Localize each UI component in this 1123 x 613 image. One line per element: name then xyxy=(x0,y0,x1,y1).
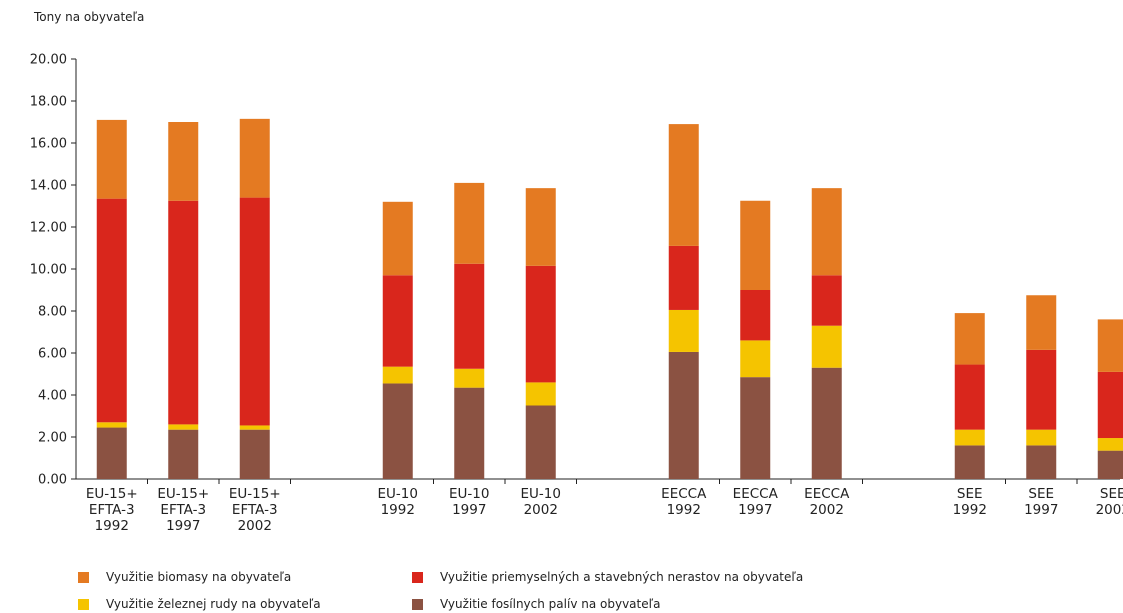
x-category-label-2-line-3: 1997 xyxy=(166,518,200,534)
x-category-label-1-line-2: EFTA-3 xyxy=(89,502,135,518)
y-tick-label-1: 2.00 xyxy=(38,431,67,446)
y-tick-label-5: 10.00 xyxy=(30,263,67,278)
x-category-label-12-line-2: 2002 xyxy=(1096,502,1123,518)
x-category-label-8-line-1: EECCA xyxy=(733,486,779,502)
x-category-label-2-line-1: EU-15+ xyxy=(157,486,209,502)
x-category-label-9-line-2: 2002 xyxy=(810,502,844,518)
bar-1-series-2 xyxy=(96,422,127,428)
x-category-label-11-line-1: SEE xyxy=(1028,486,1054,502)
bar-5-series-3 xyxy=(454,263,485,369)
x-category-label-5-line-1: EU-10 xyxy=(449,486,489,502)
y-tick-label-4: 8.00 xyxy=(38,305,67,320)
y-tick-label-8: 16.00 xyxy=(30,137,67,152)
bar-11-series-4 xyxy=(1026,295,1057,350)
bar-3-series-4 xyxy=(239,118,270,198)
bar-8-series-4 xyxy=(740,200,771,290)
bar-9-series-4 xyxy=(811,188,842,276)
bar-8-series-1 xyxy=(740,377,771,479)
x-category-label-12-line-1: SEE xyxy=(1100,486,1123,502)
bar-1-series-1 xyxy=(96,427,127,479)
x-category-label-3-line-1: EU-15+ xyxy=(229,486,281,502)
y-tick-label-0: 0.00 xyxy=(38,473,67,488)
x-category-label-5-line-2: 1997 xyxy=(452,502,486,518)
bar-10-series-2 xyxy=(954,429,985,446)
bar-9-series-2 xyxy=(811,325,842,368)
y-axis-label: Tony na obyvateľa xyxy=(34,10,145,24)
x-category-label-1-line-1: EU-15+ xyxy=(86,486,138,502)
bar-10-series-1 xyxy=(954,445,985,479)
bar-4-series-3 xyxy=(382,275,413,367)
bar-3-series-1 xyxy=(239,429,270,479)
bar-7-series-3 xyxy=(668,245,699,310)
bar-12-series-1 xyxy=(1097,450,1123,479)
x-category-label-2-line-2: EFTA-3 xyxy=(160,502,206,518)
bar-5-series-2 xyxy=(454,368,485,388)
bar-5-series-4 xyxy=(454,182,485,264)
y-tick-label-7: 14.00 xyxy=(30,179,67,194)
bar-4-series-4 xyxy=(382,201,413,276)
bar-10-series-4 xyxy=(954,313,985,365)
bar-4-series-2 xyxy=(382,366,413,384)
x-category-label-3-line-3: 2002 xyxy=(238,518,272,534)
bar-12-series-4 xyxy=(1097,319,1123,372)
bar-5-series-1 xyxy=(454,387,485,479)
bar-7-series-2 xyxy=(668,309,699,352)
bar-9-series-3 xyxy=(811,275,842,326)
bar-11-series-2 xyxy=(1026,429,1057,446)
bar-6-series-2 xyxy=(525,382,556,406)
bar-4-series-1 xyxy=(382,383,413,479)
x-category-label-1-line-3: 1992 xyxy=(95,518,129,534)
y-tick-label-10: 20.00 xyxy=(30,53,67,68)
bar-2-series-4 xyxy=(168,122,199,201)
bar-8-series-2 xyxy=(740,340,771,378)
bar-10-series-3 xyxy=(954,364,985,430)
x-category-label-10-line-1: SEE xyxy=(957,486,983,502)
x-category-label-6-line-2: 2002 xyxy=(524,502,558,518)
x-category-label-4-line-1: EU-10 xyxy=(378,486,418,502)
x-category-label-4-line-2: 1992 xyxy=(381,502,415,518)
y-tick-label-3: 6.00 xyxy=(38,347,67,362)
bar-6-series-4 xyxy=(525,188,556,266)
bar-11-series-3 xyxy=(1026,349,1057,430)
bar-7-series-1 xyxy=(668,351,699,479)
bar-2-series-1 xyxy=(168,429,199,479)
bar-3-series-3 xyxy=(239,197,270,426)
bar-11-series-1 xyxy=(1026,445,1057,479)
bar-1-series-4 xyxy=(96,119,127,199)
x-category-label-7-line-2: 1992 xyxy=(667,502,701,518)
bar-2-series-2 xyxy=(168,424,199,430)
y-tick-label-2: 4.00 xyxy=(38,389,67,404)
bar-3-series-2 xyxy=(239,425,270,430)
bar-7-series-4 xyxy=(668,124,699,246)
x-category-label-8-line-2: 1997 xyxy=(738,502,772,518)
bar-9-series-1 xyxy=(811,367,842,479)
x-category-label-3-line-2: EFTA-3 xyxy=(232,502,278,518)
x-category-label-9-line-1: EECCA xyxy=(804,486,850,502)
bar-6-series-1 xyxy=(525,405,556,479)
bar-1-series-3 xyxy=(96,198,127,423)
x-category-label-11-line-2: 1997 xyxy=(1024,502,1058,518)
x-category-label-6-line-1: EU-10 xyxy=(521,486,561,502)
bar-12-series-3 xyxy=(1097,371,1123,439)
bar-8-series-3 xyxy=(740,290,771,341)
x-category-label-10-line-2: 1992 xyxy=(953,502,987,518)
x-category-label-7-line-1: EECCA xyxy=(661,486,707,502)
y-tick-label-6: 12.00 xyxy=(30,221,67,236)
bar-12-series-2 xyxy=(1097,438,1123,451)
y-tick-label-9: 18.00 xyxy=(30,95,67,110)
bar-2-series-3 xyxy=(168,200,199,425)
bar-6-series-3 xyxy=(525,265,556,383)
